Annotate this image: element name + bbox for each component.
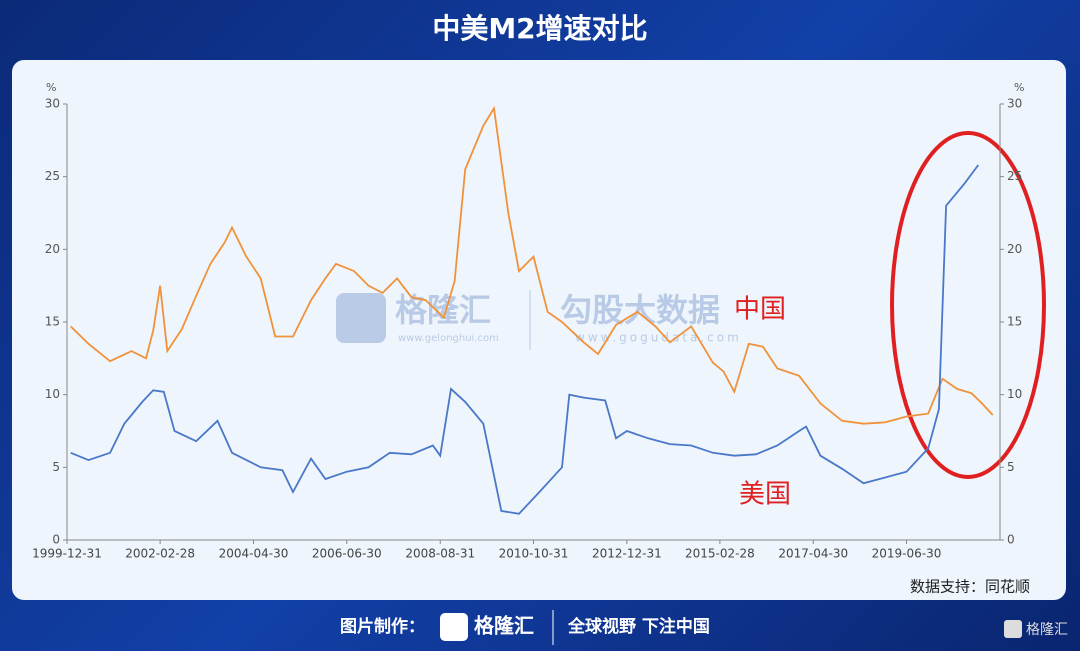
series-line (70, 164, 980, 515)
y-tick-label: 25 (45, 169, 60, 183)
y2-tick-label: 20 (1007, 242, 1022, 256)
y-tick-label: 0 (52, 533, 60, 547)
y-tick-label: 20 (45, 242, 60, 256)
x-tick-label: 2019-06-30 (872, 547, 942, 561)
watermark-logo (336, 293, 386, 343)
footer-logo-icon (440, 613, 468, 641)
watermark: 格隆汇 www.gelonghui.com 勾股大数据 www.gogudata… (336, 290, 742, 350)
footer-slogan: 全球视野 下注中国 (567, 616, 710, 637)
y2-tick-label: 15 (1007, 315, 1022, 329)
series-label: 美国 (739, 480, 791, 510)
chart-title: 中美M2增速对比 (432, 12, 647, 45)
corner-logo-icon (1004, 620, 1022, 638)
series-label: 中国 (734, 295, 786, 325)
highlight-ellipse (890, 131, 1046, 479)
y-tick-label: 5 (52, 460, 60, 474)
watermark-brand: 格隆汇 (395, 291, 491, 329)
x-tick-label: 2015-02-28 (685, 547, 755, 561)
y2-tick-label: 10 (1007, 387, 1022, 401)
series-line (70, 105, 994, 425)
footer-logo: 格隆汇 (474, 614, 534, 638)
y2-axis-label: % (1014, 81, 1024, 94)
x-tick-label: 2012-12-31 (592, 547, 662, 561)
x-tick-label: 2004-04-30 (219, 547, 289, 561)
x-tick-label: 2017-04-30 (778, 547, 848, 561)
y-tick-label: 30 (45, 97, 60, 111)
source: 数据支持：同花顺 (910, 578, 1030, 596)
x-tick-label: 2002-02-28 (125, 547, 195, 561)
x-tick-label: 2008-08-31 (405, 547, 475, 561)
y2-tick-label: 5 (1007, 460, 1015, 474)
x-tick-label: 2010-10-31 (499, 547, 569, 561)
y-tick-label: 10 (45, 387, 60, 401)
watermark-data-brand: 勾股大数据 (560, 291, 720, 329)
chart-panel (12, 60, 1066, 600)
footer-made-by: 图片制作： (340, 616, 425, 637)
x-tick-label: 1999-12-31 (32, 547, 102, 561)
y2-tick-label: 25 (1007, 169, 1022, 183)
watermark-url: www.gelonghui.com (398, 333, 499, 344)
y-axis-label: % (46, 81, 56, 94)
corner-logo: 格隆汇 (1026, 622, 1068, 638)
watermark-data-url: www.gogudata.com (575, 331, 742, 345)
y2-tick-label: 30 (1007, 97, 1022, 111)
y2-tick-label: 0 (1007, 533, 1015, 547)
y-tick-label: 15 (45, 315, 60, 329)
x-tick-label: 2006-06-30 (312, 547, 382, 561)
